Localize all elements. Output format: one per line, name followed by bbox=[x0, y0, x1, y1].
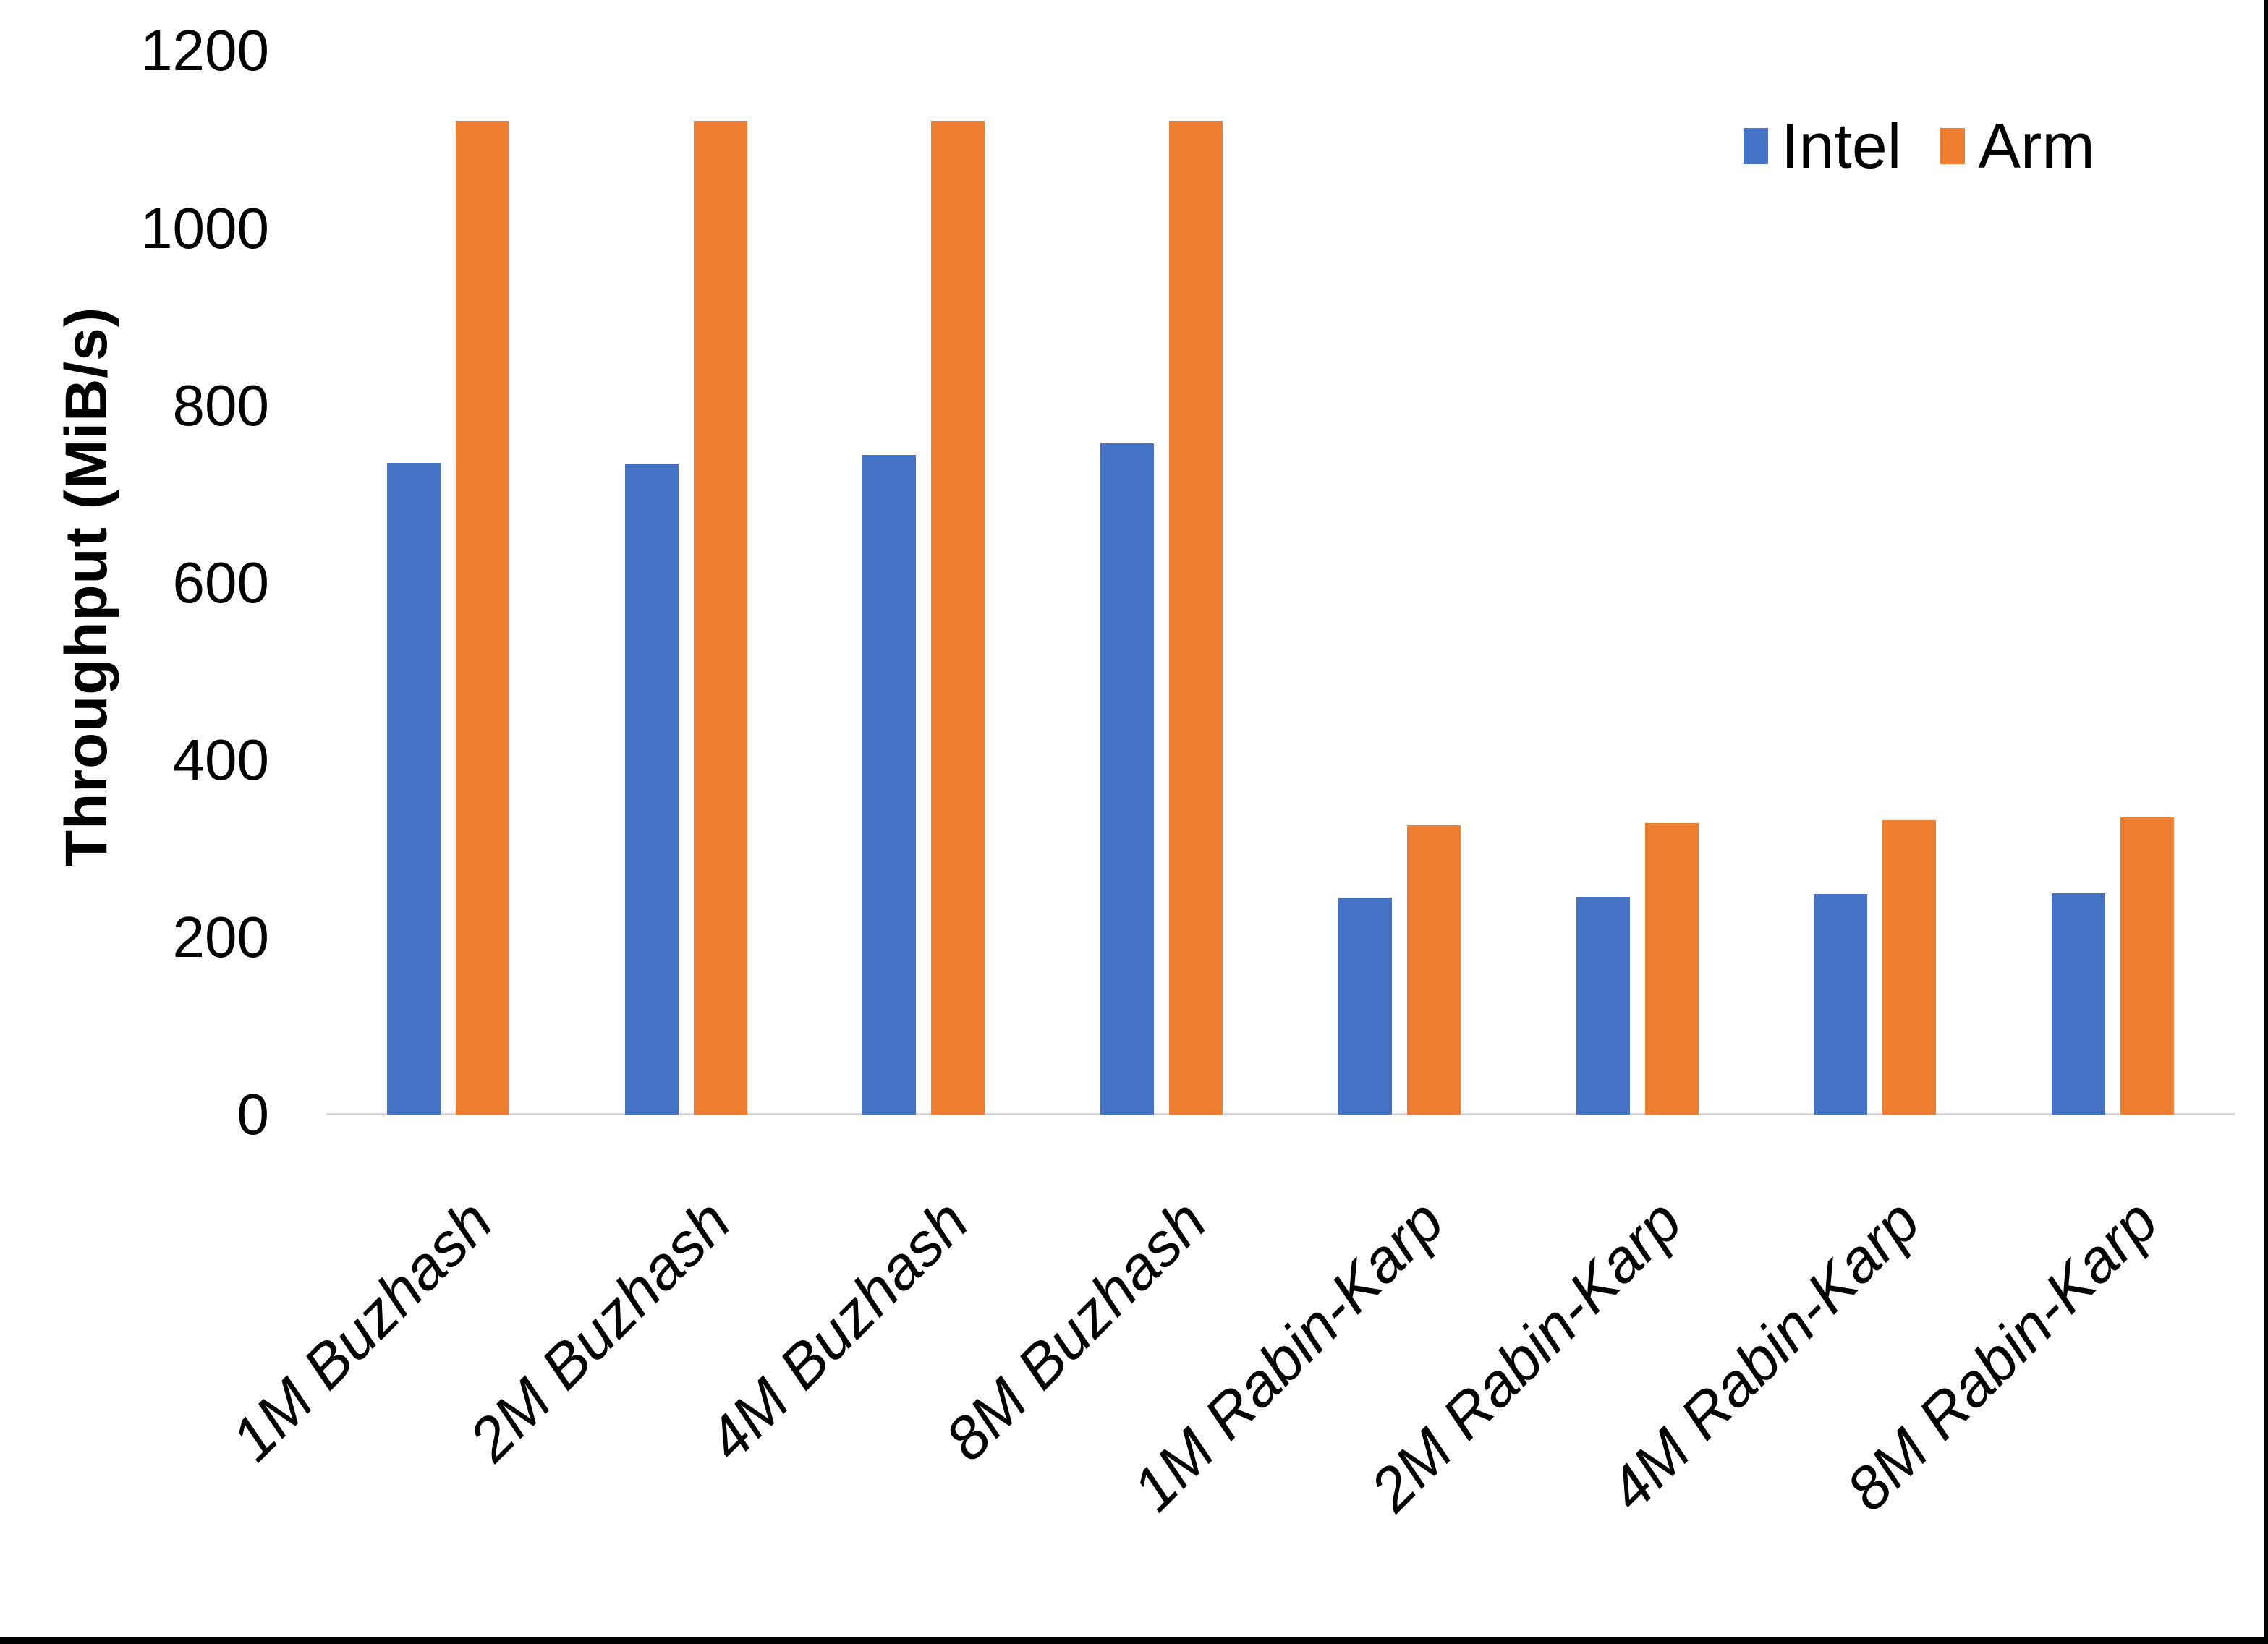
legend-swatch-arm bbox=[1940, 128, 1966, 164]
y-tick-label-1200: 1200 bbox=[140, 18, 269, 83]
bar-arm-4m-buzhash bbox=[931, 121, 985, 1115]
y-tick-label-600: 600 bbox=[172, 550, 269, 615]
legend-swatch-intel bbox=[1744, 128, 1768, 164]
bar-arm-4m-rabin-karp bbox=[1882, 820, 1937, 1115]
y-tick-label-1000: 1000 bbox=[140, 195, 269, 260]
y-tick-label-200: 200 bbox=[172, 904, 269, 969]
legend-label-arm: Arm bbox=[1978, 110, 2095, 182]
bar-intel-1m-buzhash bbox=[386, 463, 441, 1115]
bar-arm-2m-buzhash bbox=[693, 121, 747, 1115]
bar-intel-8m-rabin-karp bbox=[2052, 893, 2106, 1115]
bar-intel-4m-buzhash bbox=[862, 455, 917, 1115]
y-tick-label-800: 800 bbox=[172, 372, 269, 438]
legend-item-arm: Arm bbox=[1940, 110, 2095, 182]
bar-intel-2m-buzhash bbox=[624, 464, 679, 1115]
bar-intel-4m-rabin-karp bbox=[1814, 893, 1868, 1115]
bar-arm-8m-buzhash bbox=[1169, 121, 1223, 1115]
bar-arm-1m-buzhash bbox=[455, 121, 509, 1115]
y-tick-label-400: 400 bbox=[172, 727, 269, 792]
bar-intel-2m-rabin-karp bbox=[1576, 896, 1630, 1115]
bar-intel-8m-buzhash bbox=[1100, 443, 1155, 1115]
x-axis-line bbox=[326, 1113, 2235, 1115]
bar-arm-1m-rabin-karp bbox=[1406, 825, 1461, 1115]
legend-item-intel: Intel bbox=[1744, 114, 1901, 178]
bar-arm-2m-rabin-karp bbox=[1644, 822, 1699, 1115]
bar-intel-1m-rabin-karp bbox=[1338, 897, 1392, 1115]
y-tick-label-0: 0 bbox=[237, 1082, 270, 1146]
legend-label-intel: Intel bbox=[1781, 110, 1902, 182]
bar-arm-8m-rabin-karp bbox=[2120, 817, 2175, 1115]
legend: Intel Arm bbox=[1744, 114, 2095, 178]
